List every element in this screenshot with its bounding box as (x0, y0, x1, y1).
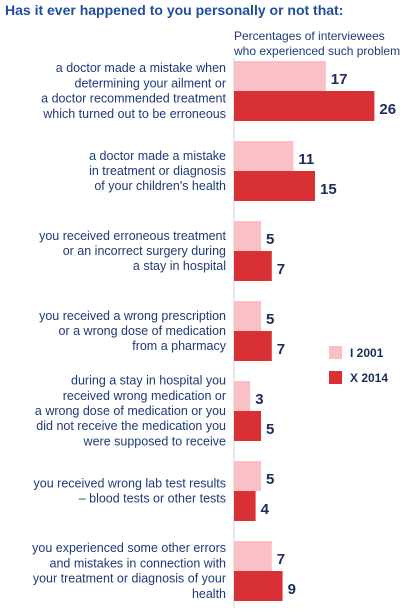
data-label: 9 (288, 581, 296, 598)
legend-label: I 2001 (350, 346, 384, 360)
category-label-line: or an incorrect surgery during (63, 244, 226, 258)
category-label: you received erroneous treatment or an in… (39, 229, 226, 273)
category-label-line: in treatment or diagnosis (89, 164, 226, 178)
bar-x-2014 (234, 331, 272, 361)
category-label-line: were supposed to receive (83, 434, 226, 448)
chart-title: Has it ever happened to you personally o… (5, 2, 343, 18)
bar-i-2001 (234, 541, 272, 571)
data-label: 3 (255, 391, 263, 408)
category-label-line: determining your ailment or (75, 76, 226, 90)
category-label-line: received wrong medication or (63, 389, 226, 403)
category-label-line: your treatment or diagnosis of your (33, 572, 226, 586)
data-label: 15 (320, 181, 337, 198)
legend-label: X 2014 (350, 371, 388, 385)
bar-i-2001 (234, 221, 261, 251)
category-label: you experienced some other errors and mis… (32, 541, 226, 601)
legend-swatch (329, 371, 342, 384)
category-label-line: and mistakes in connection with (50, 556, 227, 570)
bar-i-2001 (234, 301, 261, 331)
category-label: during a stay in hospital you received wr… (35, 374, 226, 449)
plot-area: a doctor made a mistake when determining … (32, 61, 396, 601)
category-label: you received wrong lab test results – blo… (34, 476, 226, 505)
category-label-line: a wrong dose of medication or you (35, 404, 226, 418)
data-label: 5 (266, 471, 274, 488)
category-label-line: a doctor made a mistake (89, 149, 226, 163)
category-label-line: of your children's health (94, 179, 226, 193)
category-label-line: from a pharmacy (132, 339, 227, 353)
data-label: 5 (266, 421, 274, 438)
category-label-line: a stay in hospital (133, 259, 226, 273)
category-label-line: during a stay in hospital you (71, 374, 226, 388)
category-label-line: you received erroneous treatment (39, 229, 226, 243)
bar-x-2014 (234, 91, 375, 121)
data-label: 5 (266, 231, 274, 248)
data-label: 17 (331, 71, 348, 88)
bar-i-2001 (234, 61, 326, 91)
category-label-line: a doctor recommended treatment (41, 92, 226, 106)
category-label-line: – blood tests or other tests (79, 492, 226, 506)
data-label: 7 (277, 341, 285, 358)
bar-x-2014 (234, 571, 283, 601)
bar-x-2014 (234, 411, 261, 441)
bar-i-2001 (234, 381, 251, 411)
bar-i-2001 (234, 141, 294, 171)
bar-x-2014 (234, 171, 315, 201)
category-label-line: did not receive the medication you (36, 419, 226, 433)
bar-x-2014 (234, 491, 256, 521)
data-label: 26 (379, 101, 396, 118)
data-label: 7 (277, 551, 285, 568)
legend-swatch (329, 346, 342, 359)
data-label: 7 (277, 261, 285, 278)
category-label: a doctor made a mistake in treatment or d… (89, 149, 226, 193)
data-label: 4 (261, 501, 270, 518)
category-label-line: health (192, 587, 226, 601)
category-label-line: you received a wrong prescription (39, 309, 226, 323)
category-label-line: a doctor made a mistake when (56, 61, 226, 75)
category-label: a doctor made a mistake when determining … (41, 61, 226, 121)
category-label-line: or a wrong dose of medication (59, 324, 227, 338)
data-label: 5 (266, 311, 274, 328)
category-label-line: you received wrong lab test results (34, 476, 226, 490)
bar-x-2014 (234, 251, 272, 281)
legend: I 2001 X 2014 (329, 346, 388, 385)
chart-subtitle-line-2: who experienced such problems (233, 44, 400, 58)
bar-i-2001 (234, 461, 261, 491)
chart-subtitle-line-1: Percentages of interviewees (234, 29, 385, 43)
data-label: 11 (298, 151, 314, 168)
category-label-line: which turned out to be erroneous (42, 107, 226, 121)
category-label: you received a wrong prescription or a wr… (39, 309, 227, 353)
category-label-line: you experienced some other errors (32, 541, 226, 555)
